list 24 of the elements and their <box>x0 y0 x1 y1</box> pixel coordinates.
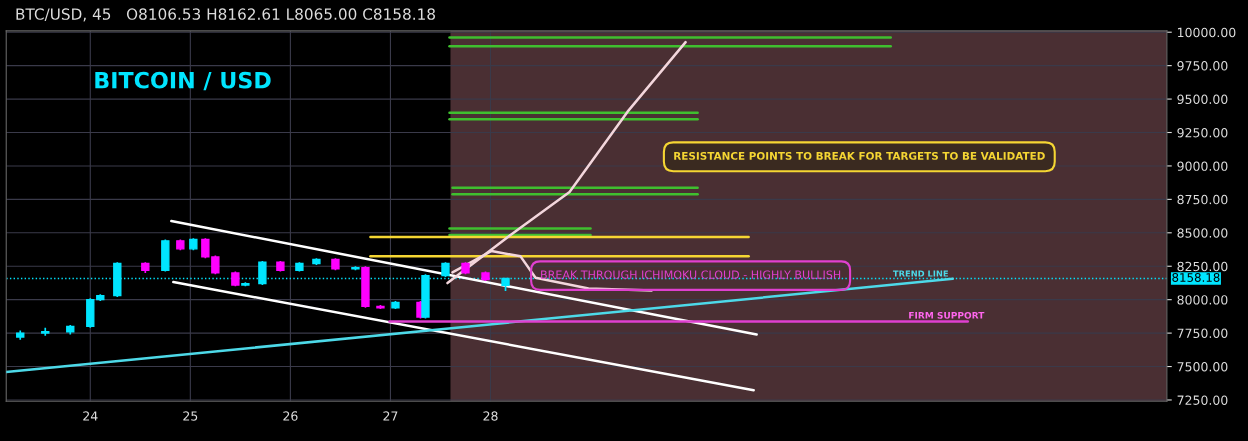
y-tick-label: 7750.00 <box>1177 328 1228 339</box>
y-tick-label: 9750.00 <box>1177 61 1228 71</box>
y-tick-label: 7250.00 <box>1177 395 1228 405</box>
y-tick-label: 7500.00 <box>1177 362 1228 372</box>
y-tick-label: 9250.00 <box>1177 127 1228 138</box>
y-tick-label: 10000.00 <box>1177 27 1236 38</box>
x-tick-label: 27 <box>383 411 398 421</box>
annotation: FIRM SUPPORT <box>909 311 985 319</box>
y-tick-label: 9500.00 <box>1177 94 1228 104</box>
y-tick-label: 8500.00 <box>1177 228 1228 238</box>
annotation: RESISTANCE POINTS TO BREAK FOR TARGETS TO BE VALIDATED <box>674 151 1045 160</box>
x-tick-label: 28 <box>483 411 498 421</box>
text: BITCOIN / USD <box>95 71 271 91</box>
x-tick-label: 26 <box>283 411 298 421</box>
y-tick-label: 8250.00 <box>1177 261 1228 272</box>
x-tick-label: 24 <box>83 411 98 421</box>
annotation: BREAK THROUGH ICHIMOKU CLOUD - HIGHLY BULLISH <box>541 270 841 279</box>
y-tick-label: 8000.00 <box>1177 295 1228 305</box>
x-tick-label: 25 <box>183 411 198 421</box>
y-tick-label: 8750.00 <box>1177 194 1228 205</box>
ref-line-label: 8158.18 <box>1172 273 1220 282</box>
y-tick-label: 9000.00 <box>1177 161 1228 171</box>
annotation: TREND LINE <box>892 270 948 277</box>
chart-subtitle: BTC/USD, 45 O8106.53 H8162.61 L8065.00 C8158.18 <box>16 8 435 22</box>
